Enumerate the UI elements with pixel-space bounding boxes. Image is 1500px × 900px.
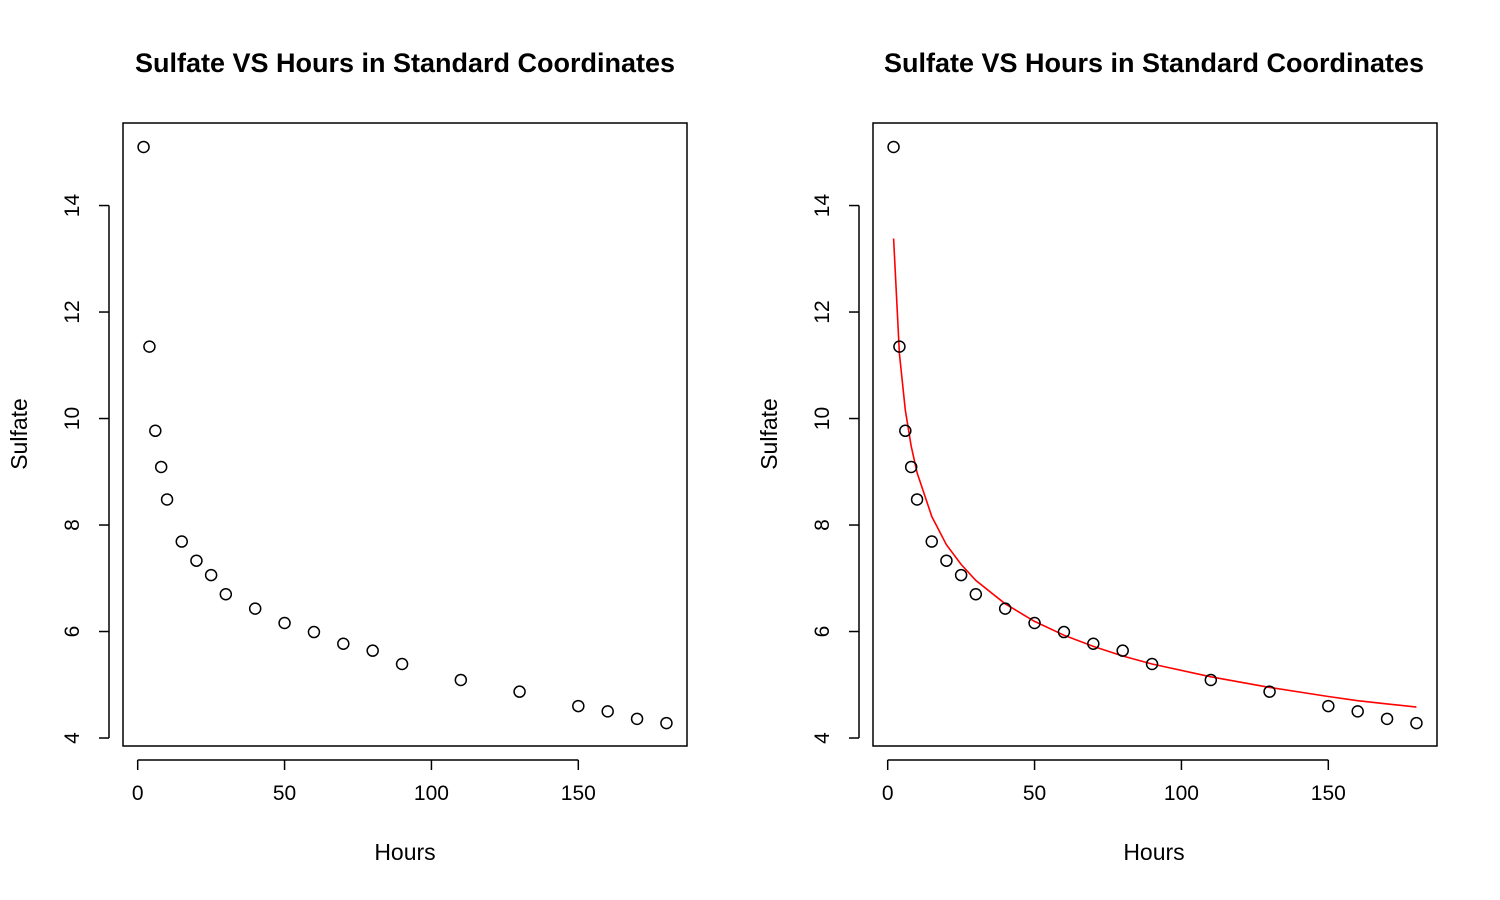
data-point bbox=[219, 587, 233, 601]
x-tick-label: 100 bbox=[414, 782, 449, 805]
data-point bbox=[899, 424, 912, 438]
data-point bbox=[1351, 705, 1364, 718]
y-tick-label: 10 bbox=[61, 407, 84, 430]
data-point bbox=[366, 644, 379, 657]
data-point bbox=[204, 568, 218, 582]
y-axis-label: Sulfate bbox=[6, 398, 32, 470]
y-tick-label: 6 bbox=[811, 626, 834, 638]
data-point bbox=[887, 140, 900, 154]
y-tick-label: 6 bbox=[61, 626, 84, 638]
y-tick-label: 4 bbox=[61, 732, 84, 744]
data-point bbox=[454, 673, 468, 687]
x-axis: 0 50 100 150 bbox=[882, 759, 1346, 805]
x-axis-label: Hours bbox=[1123, 839, 1184, 865]
data-point bbox=[513, 685, 526, 698]
x-axis-label: Hours bbox=[374, 839, 435, 865]
plot-frame bbox=[872, 122, 1438, 747]
data-point bbox=[910, 493, 924, 506]
x-tick-label: 0 bbox=[132, 782, 144, 805]
data-point bbox=[925, 535, 938, 548]
data-point bbox=[1204, 673, 1218, 687]
y-axis-label: Sulfate bbox=[756, 398, 782, 470]
y-axis: 4 6 8 10 12 14 bbox=[61, 194, 110, 744]
y-tick-label: 12 bbox=[811, 300, 834, 323]
chart-title: Sulfate VS Hours in Standard Coordinates bbox=[884, 48, 1424, 78]
chart-panel-left: Sulfate VS Hours in Standard Coordinates… bbox=[6, 48, 688, 865]
data-point bbox=[1087, 637, 1100, 651]
y-tick-label: 8 bbox=[811, 519, 834, 531]
data-point bbox=[1263, 685, 1276, 698]
data-point bbox=[572, 699, 585, 713]
data-point bbox=[601, 705, 614, 718]
data-point bbox=[1145, 657, 1159, 671]
chart-title: Sulfate VS Hours in Standard Coordinates bbox=[135, 48, 675, 78]
y-axis: 4 6 8 10 12 14 bbox=[811, 194, 860, 744]
x-tick-label: 150 bbox=[1311, 782, 1346, 805]
x-axis: 0 50 100 150 bbox=[132, 759, 596, 805]
data-point bbox=[660, 716, 673, 730]
data-point bbox=[337, 637, 350, 651]
plot-frame bbox=[122, 122, 688, 747]
y-tick-label: 8 bbox=[61, 519, 84, 531]
y-tick-label: 14 bbox=[811, 194, 834, 218]
data-point bbox=[904, 460, 918, 474]
fit-curve bbox=[892, 238, 1417, 708]
data-point bbox=[1380, 712, 1394, 726]
data-point bbox=[395, 657, 409, 671]
y-tick-label: 14 bbox=[61, 194, 84, 218]
data-point bbox=[940, 554, 953, 567]
data-point bbox=[893, 340, 906, 353]
data-point bbox=[1028, 616, 1041, 630]
data-point bbox=[160, 493, 174, 506]
plot-marks bbox=[137, 140, 673, 730]
data-point bbox=[190, 554, 203, 567]
y-tick-label: 10 bbox=[811, 407, 834, 430]
data-point bbox=[278, 616, 291, 630]
data-point bbox=[630, 712, 644, 726]
data-point bbox=[1116, 644, 1129, 657]
x-tick-label: 100 bbox=[1164, 782, 1199, 805]
data-point bbox=[143, 340, 156, 353]
chart-panel-right: Sulfate VS Hours in Standard Coordinates… bbox=[756, 48, 1438, 865]
y-tick-label: 12 bbox=[61, 300, 84, 323]
data-point bbox=[954, 568, 968, 582]
plot-marks bbox=[887, 140, 1423, 730]
data-point bbox=[149, 424, 162, 438]
y-tick-label: 4 bbox=[811, 732, 834, 744]
data-point bbox=[1410, 716, 1423, 730]
x-tick-label: 0 bbox=[882, 782, 894, 805]
data-point bbox=[1322, 699, 1335, 713]
x-tick-label: 150 bbox=[561, 782, 596, 805]
data-point bbox=[175, 535, 188, 548]
data-point bbox=[154, 460, 168, 474]
data-point bbox=[1057, 625, 1071, 639]
data-point bbox=[248, 602, 262, 615]
data-point bbox=[998, 602, 1012, 615]
x-tick-label: 50 bbox=[273, 782, 296, 805]
data-point bbox=[307, 625, 321, 639]
data-point bbox=[137, 140, 150, 154]
x-tick-label: 50 bbox=[1023, 782, 1046, 805]
data-point bbox=[969, 587, 983, 601]
